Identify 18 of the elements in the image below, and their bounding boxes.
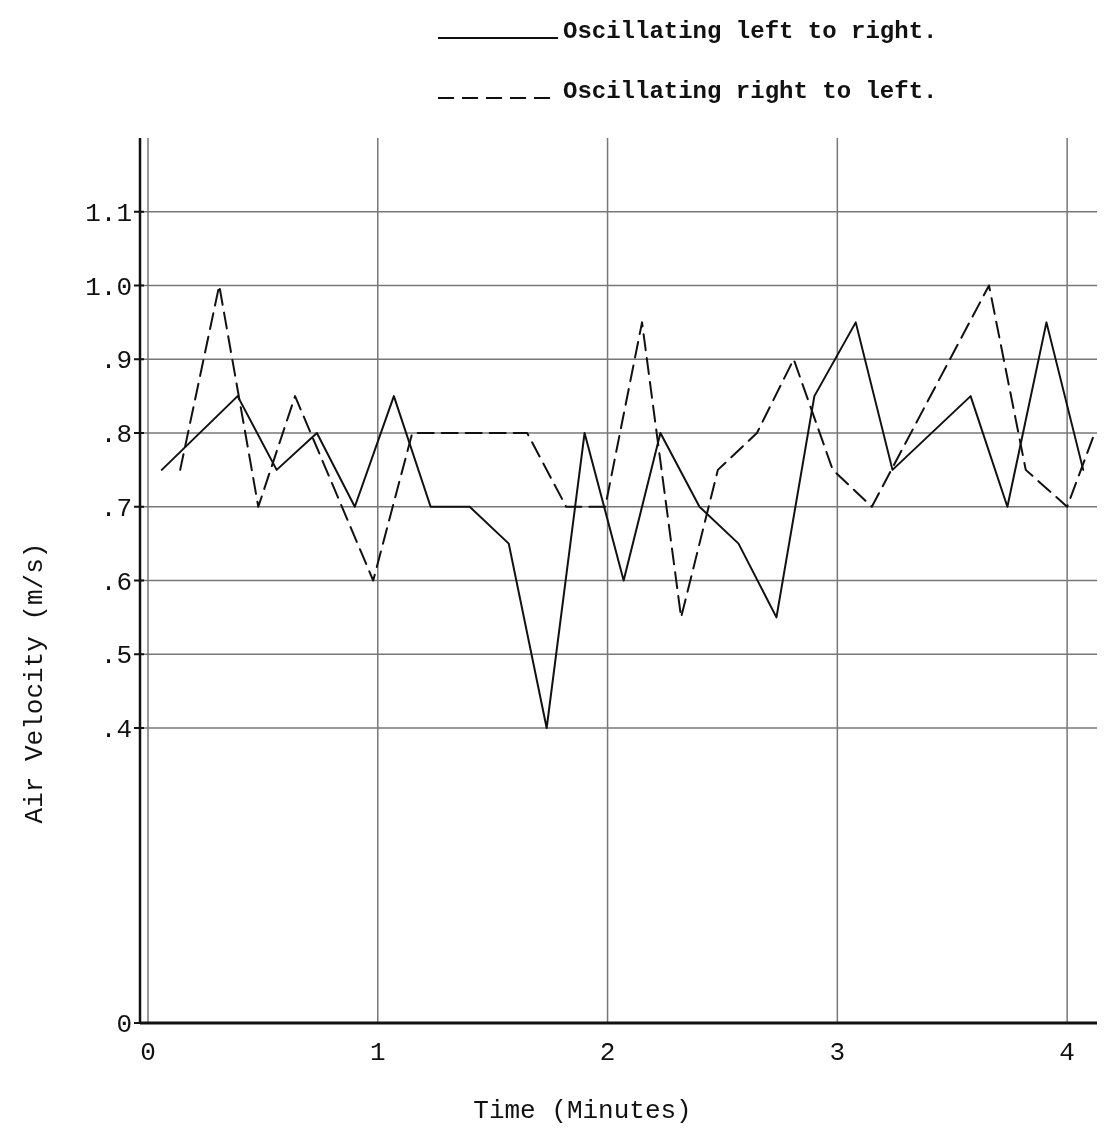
legend-label: Oscillating right to left. — [563, 78, 938, 106]
x-tick-label: 2 — [599, 1038, 616, 1068]
y-tick-label: 1.0 — [85, 272, 132, 303]
y-tick-label: .9 — [100, 346, 132, 377]
x-tick-label: 3 — [829, 1038, 846, 1068]
y-axis-title: Air Velocity (m/s) — [20, 542, 50, 824]
x-axis-title: Time (Minutes) — [473, 1096, 692, 1126]
y-tick-label: .7 — [100, 493, 132, 524]
x-tick-label: 1 — [369, 1038, 386, 1068]
y-tick-label: 1.1 — [85, 198, 132, 229]
y-tick-label: .4 — [100, 715, 132, 746]
y-tick-label: 0 — [116, 1010, 132, 1041]
x-tick-label: 0 — [140, 1038, 156, 1068]
y-tick-label: .5 — [100, 641, 132, 672]
legend-label: Oscillating left to right. — [563, 18, 938, 46]
y-tick-label: .6 — [100, 567, 132, 598]
y-tick-label: .8 — [100, 420, 132, 451]
x-tick-label: 4 — [1059, 1038, 1075, 1068]
